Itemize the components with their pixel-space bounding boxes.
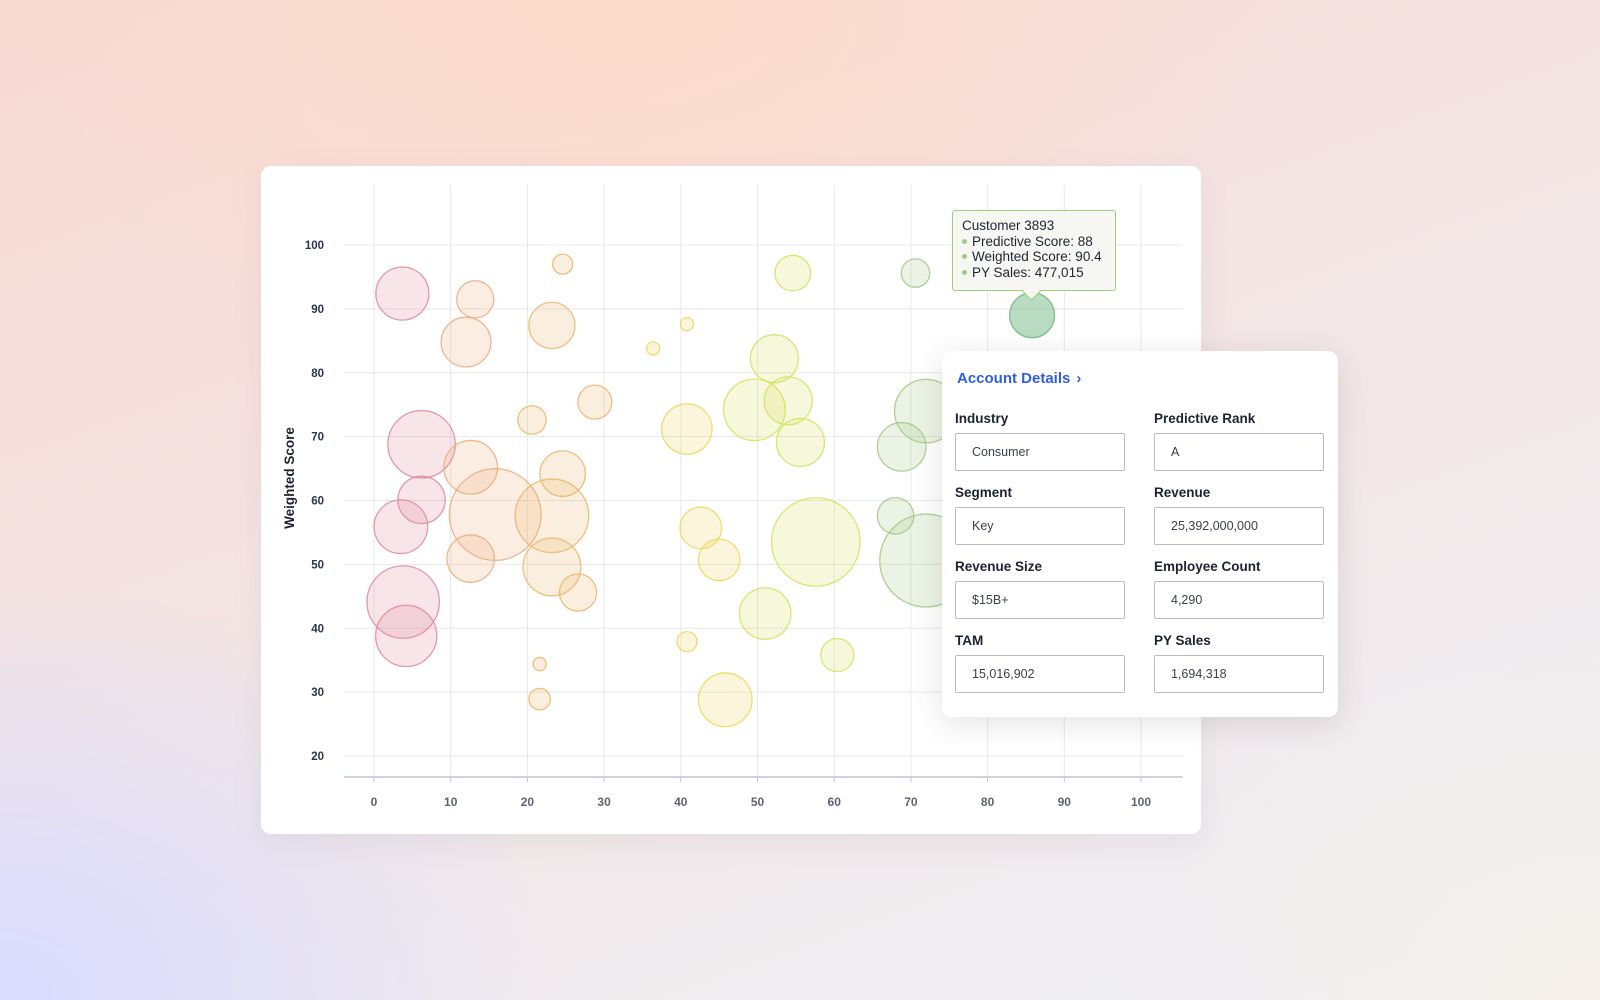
y-tick-label: 40 <box>311 623 324 635</box>
y-tick-label: 30 <box>311 687 324 699</box>
bubble <box>676 630 698 653</box>
x-tick-label: 20 <box>521 795 535 809</box>
segment-label: Segment <box>955 485 1013 500</box>
account-details-link[interactable]: Account Details › <box>957 370 1081 387</box>
revenue-size-field[interactable]: $15B+ <box>955 581 1125 619</box>
tooltip-py-sales: PY Sales: 477,015 <box>972 264 1084 280</box>
x-tick-label: 10 <box>444 795 458 809</box>
bullet-dot-icon <box>962 238 967 244</box>
bubbles <box>366 253 1056 728</box>
x-tick-label: 40 <box>674 795 688 809</box>
tooltip-row: Weighted Score: 90.4 <box>962 249 1115 265</box>
py-sales-field[interactable]: 1,694,318 <box>1154 655 1324 693</box>
x-tick-label: 60 <box>828 795 842 809</box>
bubble <box>528 687 552 711</box>
bubble <box>514 478 590 554</box>
industry-field[interactable]: Consumer <box>955 433 1125 471</box>
y-axis-label: Weighted Score <box>282 427 297 529</box>
bubble <box>749 334 800 384</box>
x-tick-label: 0 <box>371 795 378 809</box>
bubble <box>722 378 786 442</box>
account-details-title: Account Details <box>957 370 1071 387</box>
bullet-dot-icon <box>962 269 967 275</box>
bubble <box>558 573 598 612</box>
bullet-dot-icon <box>962 254 967 260</box>
py-sales-label: PY Sales <box>1154 633 1211 648</box>
revenue-label: Revenue <box>1154 485 1211 500</box>
x-tick-label: 80 <box>981 795 995 809</box>
bubble-tooltip: Customer 3893 Predictive Score: 88 Weigh… <box>952 210 1116 301</box>
tam-field[interactable]: 15,016,902 <box>955 655 1125 693</box>
revenue-field[interactable]: 25,392,000,000 <box>1154 507 1324 545</box>
x-tick-label: 30 <box>597 795 611 809</box>
y-tick-label: 50 <box>311 559 324 571</box>
y-tick-label: 70 <box>311 432 324 444</box>
bubble <box>375 266 430 321</box>
bubble <box>661 403 713 455</box>
tooltip-weighted-score: Weighted Score: 90.4 <box>972 249 1102 264</box>
bubble <box>775 417 826 468</box>
bubble <box>770 497 861 587</box>
bubble <box>517 405 547 435</box>
y-tick-label: 100 <box>305 240 324 252</box>
segment-field[interactable]: Key <box>955 507 1125 545</box>
industry-label: Industry <box>955 411 1009 426</box>
bubble <box>387 409 456 479</box>
revenue-size-label: Revenue Size <box>955 559 1043 574</box>
tooltip-predictive-score: Predictive Score: 88 <box>972 233 1093 249</box>
bubble <box>697 538 741 582</box>
tooltip-title: Customer 3893 <box>962 218 1055 233</box>
tooltip-row: Predictive Score: 88 <box>962 234 1115 250</box>
bubble <box>522 537 582 597</box>
bubble <box>374 604 438 668</box>
x-tick-label: 50 <box>751 795 765 809</box>
employee-count-field[interactable]: 4,290 <box>1154 581 1324 619</box>
bubble <box>532 656 547 672</box>
bubble <box>446 534 495 583</box>
bubble <box>679 316 695 332</box>
axes: 0 10 20 30 40 50 60 70 80 90 100 20 30 40 50 60 70 80 90 10… <box>305 240 1183 809</box>
bubble <box>366 565 440 639</box>
tam-label: TAM <box>955 633 984 648</box>
bubble <box>900 258 931 288</box>
bubble <box>763 376 813 426</box>
x-tick-label: 70 <box>904 795 918 809</box>
bubble <box>697 672 753 728</box>
bubble <box>551 253 574 275</box>
x-tick-label: 100 <box>1131 795 1151 809</box>
y-tick-label: 80 <box>311 368 324 380</box>
bubble <box>738 587 792 640</box>
bubble <box>645 341 661 356</box>
bubble <box>577 384 613 420</box>
y-tick-label: 60 <box>311 496 324 508</box>
bubble <box>443 439 499 495</box>
tooltip-row: PY Sales: 477,015 <box>962 265 1115 281</box>
bubble <box>528 301 576 350</box>
predictive-rank-field[interactable]: A <box>1154 433 1324 471</box>
bubble <box>679 506 723 550</box>
y-tick-label: 20 <box>311 751 324 763</box>
account-details-panel: Account Details › Industry Consumer Pred… <box>942 351 1338 717</box>
employee-count-label: Employee Count <box>1154 559 1261 574</box>
chevron-right-icon: › <box>1076 370 1082 387</box>
bubble <box>539 450 587 498</box>
x-tick-label: 90 <box>1058 795 1072 809</box>
predictive-rank-label: Predictive Rank <box>1154 411 1256 426</box>
bubble <box>373 499 429 555</box>
bubble <box>440 316 492 368</box>
bubble <box>456 280 495 319</box>
bubble <box>774 254 812 292</box>
bubble <box>876 421 927 472</box>
y-tick-label: 90 <box>311 304 324 316</box>
bubble <box>448 468 542 562</box>
bubble <box>820 637 855 673</box>
